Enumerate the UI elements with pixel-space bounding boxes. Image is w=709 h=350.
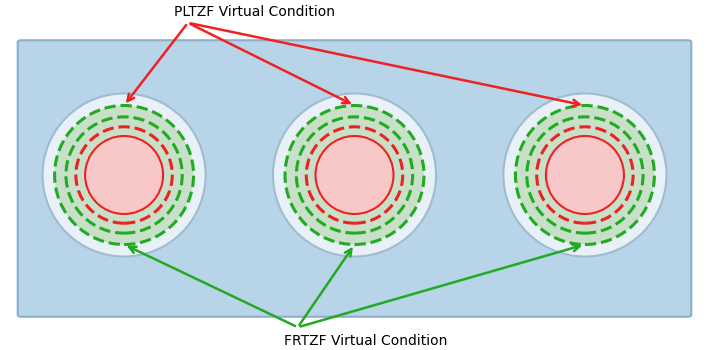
FancyBboxPatch shape <box>18 40 691 317</box>
Ellipse shape <box>503 93 666 257</box>
Ellipse shape <box>515 105 654 245</box>
Ellipse shape <box>546 136 624 214</box>
Ellipse shape <box>316 136 393 214</box>
Ellipse shape <box>273 93 436 257</box>
Ellipse shape <box>285 105 424 245</box>
Text: PLTZF Virtual Condition: PLTZF Virtual Condition <box>174 5 335 19</box>
Ellipse shape <box>55 105 194 245</box>
Ellipse shape <box>43 93 206 257</box>
Ellipse shape <box>85 136 163 214</box>
Text: FRTZF Virtual Condition: FRTZF Virtual Condition <box>284 334 447 348</box>
